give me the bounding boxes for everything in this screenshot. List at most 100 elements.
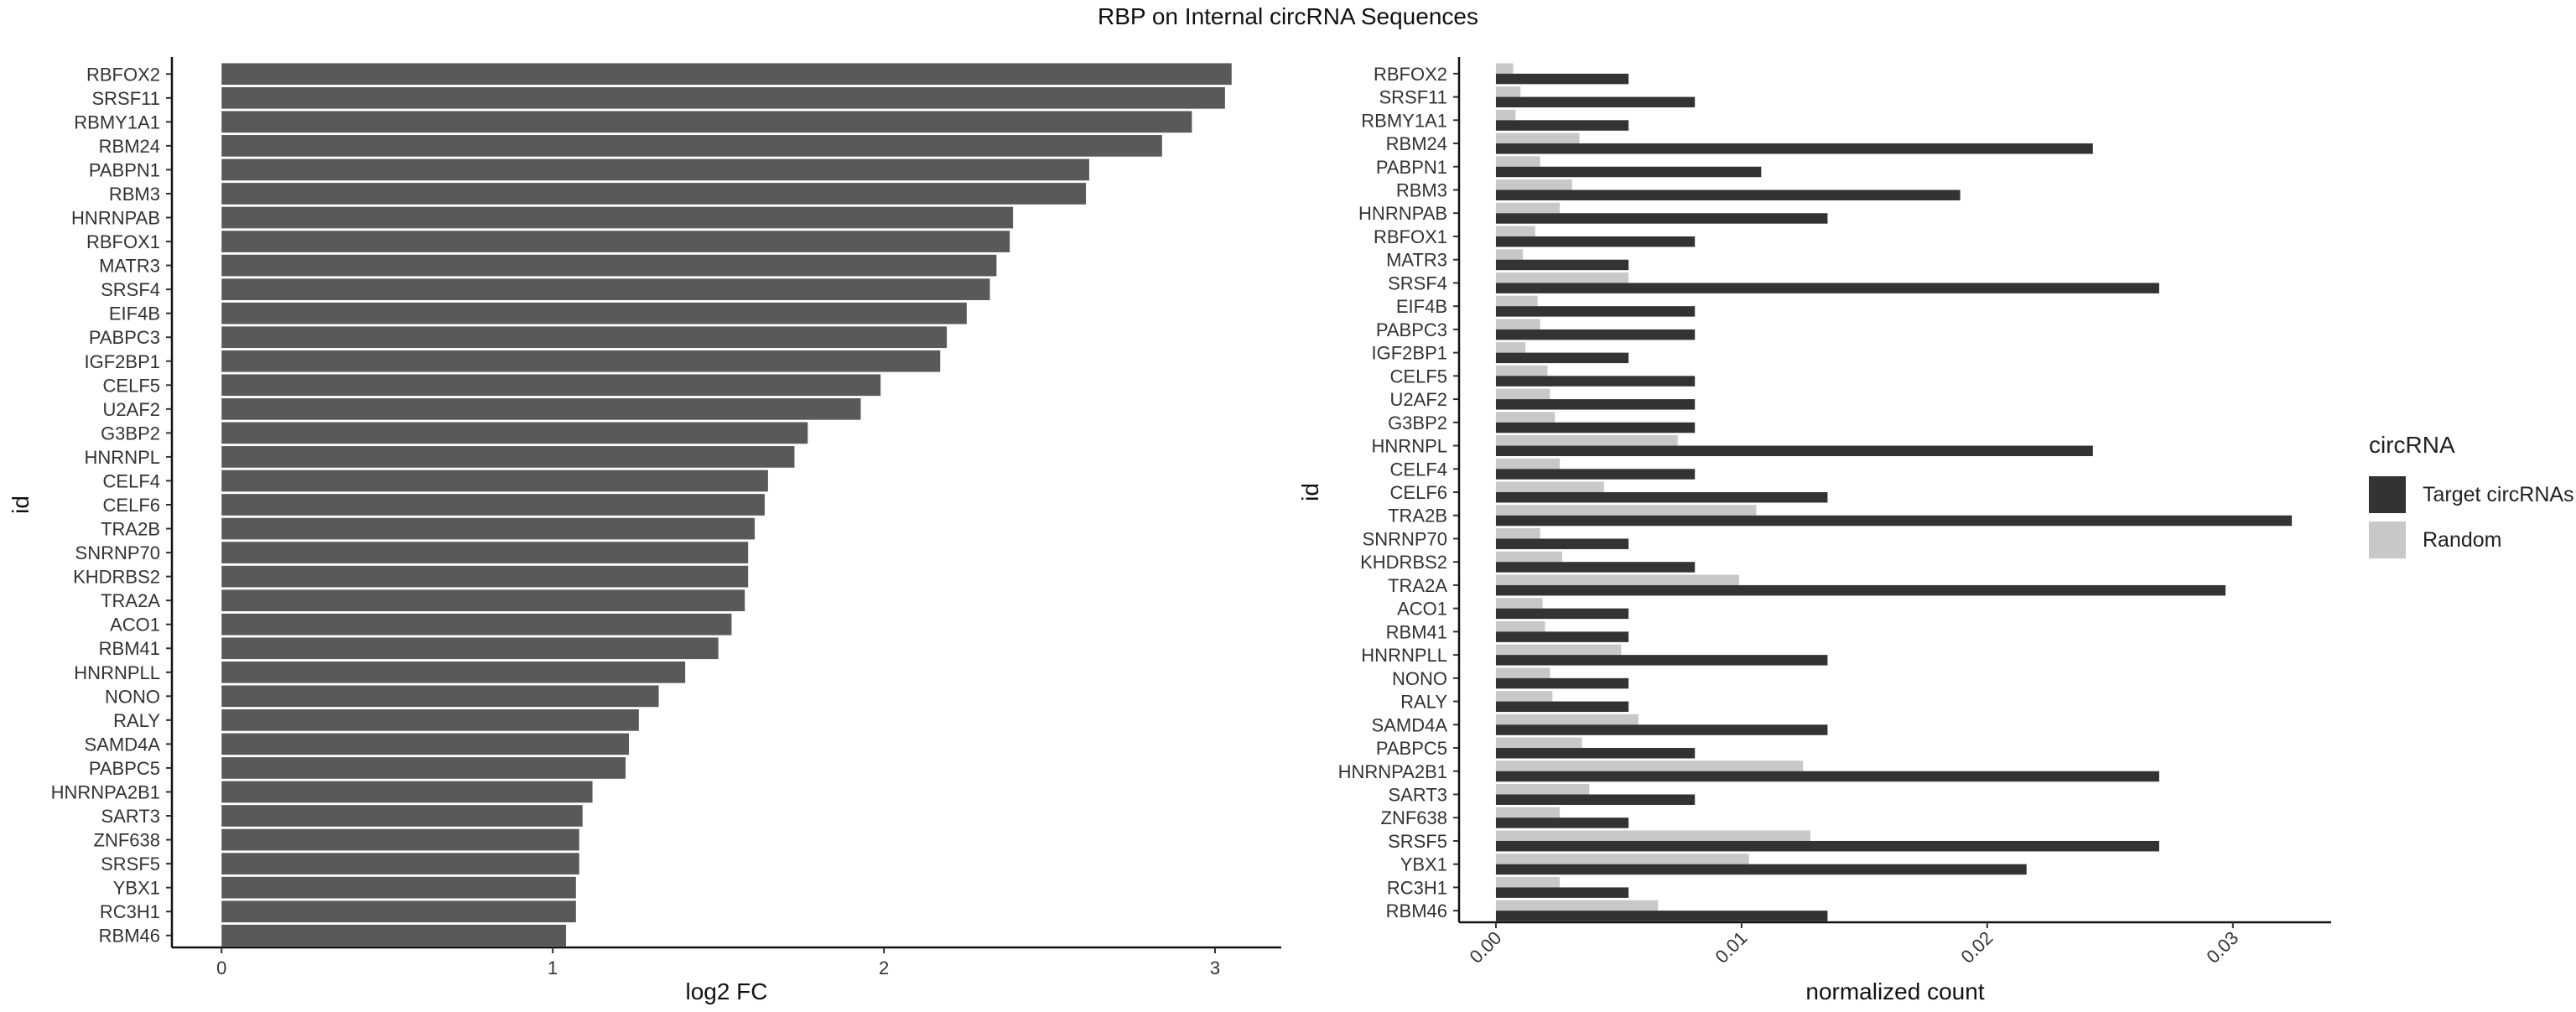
y-tick-label: TRA2A [101, 590, 160, 611]
bar-random [1495, 319, 1540, 330]
y-tick-label: RALY [113, 710, 160, 731]
bar-random [1495, 156, 1540, 167]
bar-target [1495, 422, 1696, 433]
bar-target [1495, 864, 2027, 875]
y-tick-label: HNRNPLL [74, 662, 160, 683]
y-tick-label: IGF2BP1 [1372, 343, 1447, 364]
legend-swatch-target [2369, 476, 2406, 513]
y-axis-label: id [8, 496, 34, 514]
legend-title: circRNA [2369, 432, 2455, 458]
y-tick-label: RBM41 [1386, 621, 1447, 642]
y-tick-label: RBM46 [1386, 900, 1447, 921]
y-tick-label: CELF4 [1390, 459, 1447, 480]
y-tick-label: HNRNPL [85, 447, 160, 468]
x-tick-label: 0.03 [2202, 927, 2242, 968]
bar-random [1495, 388, 1550, 400]
bar-target [1495, 887, 1629, 898]
bar-target [1495, 283, 2159, 293]
bar [221, 757, 626, 779]
bar-random [1495, 179, 1572, 190]
y-tick-label: RBFOX2 [1374, 64, 1447, 85]
normalized-count-bar-chart: RBFOX2SRSF11RBMY1A1RBM24PABPN1RBM3HNRNPA… [1297, 57, 2331, 1004]
y-tick-label: RBM24 [99, 136, 160, 157]
bar-random [1495, 900, 1659, 911]
y-tick-label: SNRNP70 [1363, 528, 1447, 549]
bar [221, 374, 881, 397]
legend-swatch-random [2369, 522, 2406, 558]
bar-target [1495, 143, 2093, 154]
legend-label-random: Random [2423, 527, 2502, 552]
bar-target [1495, 120, 1629, 131]
y-tick-label: SRSF4 [1388, 272, 1447, 293]
bar-target [1495, 771, 2159, 782]
bar-target [1495, 748, 1696, 759]
y-tick-label: NONO [105, 686, 160, 707]
bar [221, 494, 765, 516]
bar-random [1495, 854, 1749, 864]
bar-target [1495, 329, 1696, 340]
y-tick-label: CELF4 [103, 470, 160, 491]
y-tick-label: G3BP2 [1388, 413, 1447, 433]
y-tick-label: SRSF11 [91, 88, 160, 109]
bar-target [1495, 840, 2159, 852]
bar-random [1495, 132, 1580, 144]
y-tick-label: TRA2B [101, 519, 160, 540]
bar-random [1495, 342, 1526, 353]
legend-label-target: Target circRNAs [2423, 482, 2574, 506]
y-tick-label: RBFOX1 [86, 231, 160, 252]
y-tick-label: PABPC5 [1376, 738, 1447, 759]
y-tick-label: SAMD4A [85, 734, 161, 755]
bar-target [1495, 376, 1696, 387]
y-tick-label: EIF4B [1396, 296, 1447, 317]
bar-target [1495, 584, 2226, 596]
y-tick-label: U2AF2 [103, 399, 160, 420]
y-tick-label: ZNF638 [94, 830, 160, 851]
x-tick-label: 0 [216, 958, 226, 978]
y-tick-label: HNRNPA2B1 [51, 781, 160, 802]
bar [221, 397, 861, 420]
bar-target [1495, 794, 1696, 805]
y-tick-label: ACO1 [110, 615, 160, 636]
y-tick-label: CELF6 [103, 495, 160, 516]
x-tick-label: 1 [548, 958, 558, 978]
bar-random [1495, 644, 1622, 656]
bar-random [1495, 620, 1545, 632]
bar-random [1495, 435, 1678, 446]
bar [221, 231, 1010, 252]
bar-random [1495, 551, 1563, 563]
bar-target [1495, 701, 1629, 713]
bar [221, 900, 576, 923]
y-tick-label: HNRNPA2B1 [1338, 761, 1447, 782]
bar-random [1495, 527, 1540, 539]
bar [221, 517, 756, 540]
y-tick-label: SAMD4A [1372, 714, 1448, 735]
bar [221, 781, 593, 803]
bar-target [1495, 562, 1696, 573]
x-tick-label: 0.01 [1711, 927, 1751, 968]
y-tick-label: YBX1 [1400, 854, 1447, 875]
bar [221, 446, 795, 468]
y-tick-label: SRSF11 [1379, 87, 1447, 108]
y-tick-label: RBM3 [109, 184, 160, 205]
legend: circRNA Target circRNAs Random [2369, 432, 2574, 563]
y-tick-label: PABPN1 [1376, 157, 1447, 178]
y-tick-label: SRSF4 [101, 279, 160, 300]
bar [221, 685, 659, 708]
bar-target [1495, 352, 1629, 364]
y-tick-label: RALY [1400, 692, 1447, 713]
bar-target [1495, 608, 1629, 620]
y-tick-label: TRA2B [1388, 506, 1447, 527]
bar [221, 470, 768, 492]
bar [221, 135, 1162, 157]
bar-target [1495, 259, 1629, 271]
y-tick-label: SRSF5 [101, 854, 160, 874]
bar [221, 709, 639, 731]
y-tick-label: PABPN1 [89, 159, 160, 180]
bar-target [1495, 189, 1961, 200]
y-tick-label: RBM41 [99, 638, 160, 659]
y-tick-label: KHDRBS2 [73, 567, 160, 588]
y-tick-label: SNRNP70 [75, 542, 160, 563]
bar-random [1495, 667, 1550, 678]
